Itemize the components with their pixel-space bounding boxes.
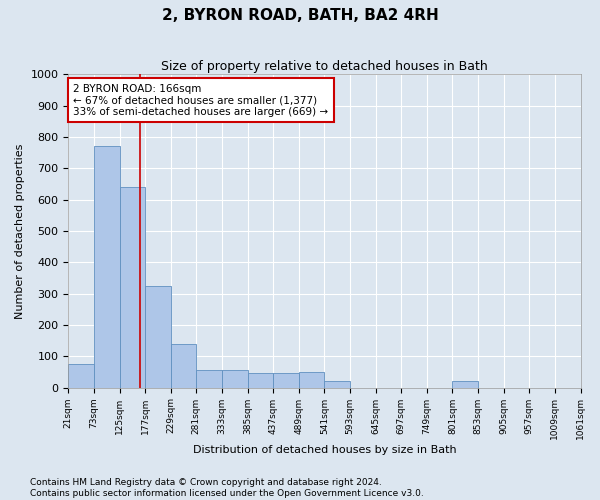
Bar — [325, 382, 350, 388]
Text: 2, BYRON ROAD, BATH, BA2 4RH: 2, BYRON ROAD, BATH, BA2 4RH — [161, 8, 439, 22]
X-axis label: Distribution of detached houses by size in Bath: Distribution of detached houses by size … — [193, 445, 456, 455]
Bar — [299, 372, 325, 388]
Bar — [452, 382, 478, 388]
Bar — [68, 364, 94, 388]
Bar — [196, 370, 222, 388]
Bar — [248, 374, 273, 388]
Bar — [222, 370, 248, 388]
Text: Contains HM Land Registry data © Crown copyright and database right 2024.
Contai: Contains HM Land Registry data © Crown c… — [30, 478, 424, 498]
Text: 2 BYRON ROAD: 166sqm
← 67% of detached houses are smaller (1,377)
33% of semi-de: 2 BYRON ROAD: 166sqm ← 67% of detached h… — [73, 84, 329, 117]
Bar — [273, 374, 299, 388]
Y-axis label: Number of detached properties: Number of detached properties — [15, 143, 25, 318]
Bar — [94, 146, 119, 388]
Bar — [119, 187, 145, 388]
Title: Size of property relative to detached houses in Bath: Size of property relative to detached ho… — [161, 60, 488, 73]
Bar — [145, 286, 171, 388]
Bar — [171, 344, 196, 388]
